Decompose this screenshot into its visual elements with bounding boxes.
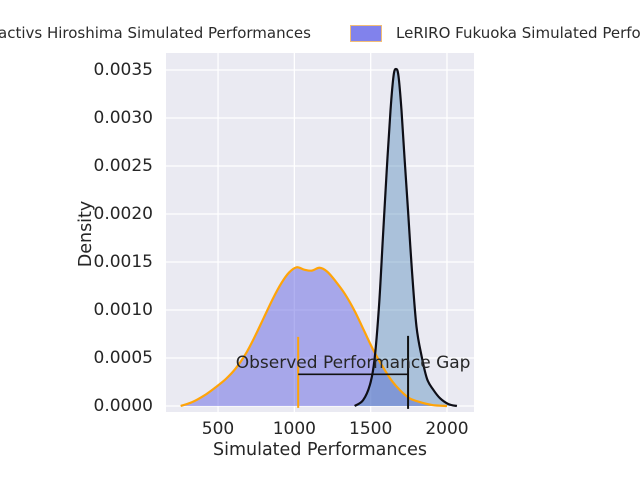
x-tick-label: 500 xyxy=(201,419,235,439)
y-tick-label: 0.0005 xyxy=(93,347,153,368)
x-tick-label: 1500 xyxy=(349,419,393,439)
legend-entry-hiroshima-label: activs Hiroshima Simulated Performances xyxy=(0,24,311,42)
y-tick-label: 0.0000 xyxy=(93,395,153,416)
legend-swatch-fukuoka xyxy=(350,25,382,42)
y-tick-label: 0.0015 xyxy=(93,251,153,272)
y-tick-label: 0.0030 xyxy=(93,107,153,128)
annotation-observed-gap-text: Observed Performance Gap xyxy=(235,353,471,374)
y-tick-label: 0.0020 xyxy=(93,203,153,224)
y-tick-label: 0.0025 xyxy=(93,155,153,176)
x-axis-label: Simulated Performances xyxy=(212,440,428,460)
kde-outline xyxy=(354,67,458,408)
y-tick-label: 0.0010 xyxy=(93,299,153,320)
x-tick-label: 1000 xyxy=(272,419,316,439)
x-tick-label: 2000 xyxy=(425,419,469,439)
plot-area xyxy=(166,53,474,412)
legend-entry-fukuoka-label: LeRIRO Fukuoka Simulated Perfo xyxy=(396,24,640,42)
kde-fill xyxy=(354,69,457,406)
kde-fill xyxy=(180,267,447,406)
kde-outline xyxy=(180,266,448,408)
density-chart-svg xyxy=(166,53,474,412)
y-tick-label: 0.0035 xyxy=(93,59,153,80)
